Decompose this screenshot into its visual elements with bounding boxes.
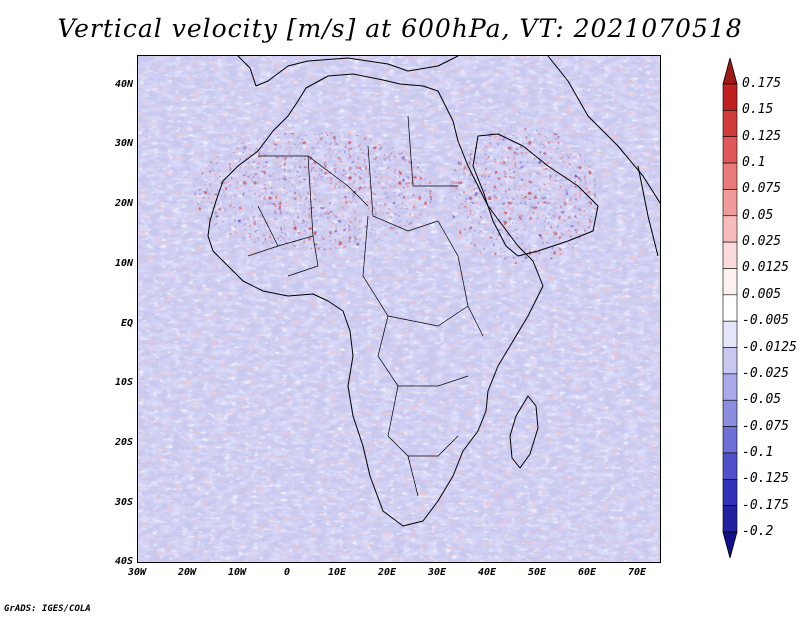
colorbar: [722, 58, 738, 558]
lon-tick-label: 70E: [627, 567, 647, 578]
colorbar-tick-label: 0.175: [742, 76, 782, 91]
lat-tick-label: 30S: [114, 497, 133, 508]
colorbar-segment: [722, 426, 738, 454]
map-panel: [137, 55, 661, 563]
map-title: Vertical velocity [m/s] at 600hPa, VT: 2…: [57, 14, 743, 43]
colorbar-segment: [722, 83, 738, 111]
colorbar-tick-label: 0.125: [742, 128, 782, 144]
colorbar-tick-label: -0.05: [742, 392, 782, 408]
colorbar-tick-label: 0.005: [742, 286, 782, 302]
lon-tick-label: 20W: [177, 567, 197, 578]
lat-tick-label: 30N: [114, 138, 133, 149]
lon-tick-label: 40E: [477, 567, 497, 578]
colorbar-tick-label: -0.125: [742, 471, 789, 487]
lat-tick-label: 20N: [114, 198, 133, 209]
lon-tick-label: 30E: [427, 567, 447, 578]
lon-tick-label: 60E: [577, 567, 597, 578]
colorbar-segment: [722, 215, 738, 243]
lat-tick-label: 10S: [114, 377, 133, 388]
colorbar-segment: [722, 478, 738, 506]
colorbar-tick-label: -0.075: [742, 418, 789, 434]
colorbar-tick-label: 0.15: [742, 102, 774, 118]
colorbar-tick-label: -0.2: [742, 524, 774, 539]
colorbar-segment: [722, 241, 738, 269]
colorbar-top-arrow: [722, 58, 738, 85]
colorbar-segment: [722, 320, 738, 348]
colorbar-tick-label: -0.0125: [742, 339, 797, 355]
credit-text: GrADS: IGES/COLA: [4, 604, 91, 614]
colorbar-tick-label: -0.1: [742, 444, 774, 460]
lat-tick-label: 20S: [114, 437, 133, 448]
colorbar-tick-label: 0.075: [742, 181, 782, 197]
colorbar-bottom-arrow: [722, 531, 738, 558]
colorbar-tick-label: 0.1: [742, 155, 766, 171]
colorbar-segment: [722, 347, 738, 375]
lat-tick-label: 40S: [114, 556, 133, 567]
lon-tick-label: 10W: [227, 567, 247, 578]
arabia-coastline: [472, 133, 599, 257]
madagascar-coastline: [509, 395, 539, 469]
colorbar-segment: [722, 399, 738, 427]
asia-coastline: [547, 56, 660, 204]
lon-tick-label: 10E: [327, 567, 347, 578]
colorbar-segment: [722, 110, 738, 138]
colorbar-tick-label: -0.025: [742, 365, 789, 381]
colorbar-segment: [722, 268, 738, 296]
vertical-velocity-field: [138, 56, 660, 562]
colorbar-segment: [722, 294, 738, 322]
colorbar-segment: [722, 452, 738, 480]
africa-coastline: [207, 73, 544, 527]
colorbar-segment: [722, 505, 738, 533]
colorbar-segment: [722, 373, 738, 401]
lat-tick-label: EQ: [120, 318, 133, 329]
lon-tick-label: 30W: [127, 567, 147, 578]
colorbar-segment: [722, 136, 738, 164]
colorbar-tick-label: -0.005: [742, 313, 789, 329]
colorbar-tick-label: 0.025: [742, 234, 782, 250]
lat-tick-label: 10N: [114, 258, 133, 269]
colorbar-tick-label: 0.0125: [742, 260, 789, 276]
europe-coastline: [237, 56, 459, 87]
lon-tick-label: 50E: [527, 567, 547, 578]
colorbar-tick-label: 0.05: [742, 207, 774, 223]
lon-tick-label: 0: [283, 567, 291, 578]
colorbar-segment: [722, 162, 738, 190]
lon-tick-label: 20E: [377, 567, 397, 578]
colorbar-segment: [722, 189, 738, 217]
colorbar-tick-label: -0.175: [742, 497, 789, 513]
lat-tick-label: 40N: [114, 79, 133, 90]
